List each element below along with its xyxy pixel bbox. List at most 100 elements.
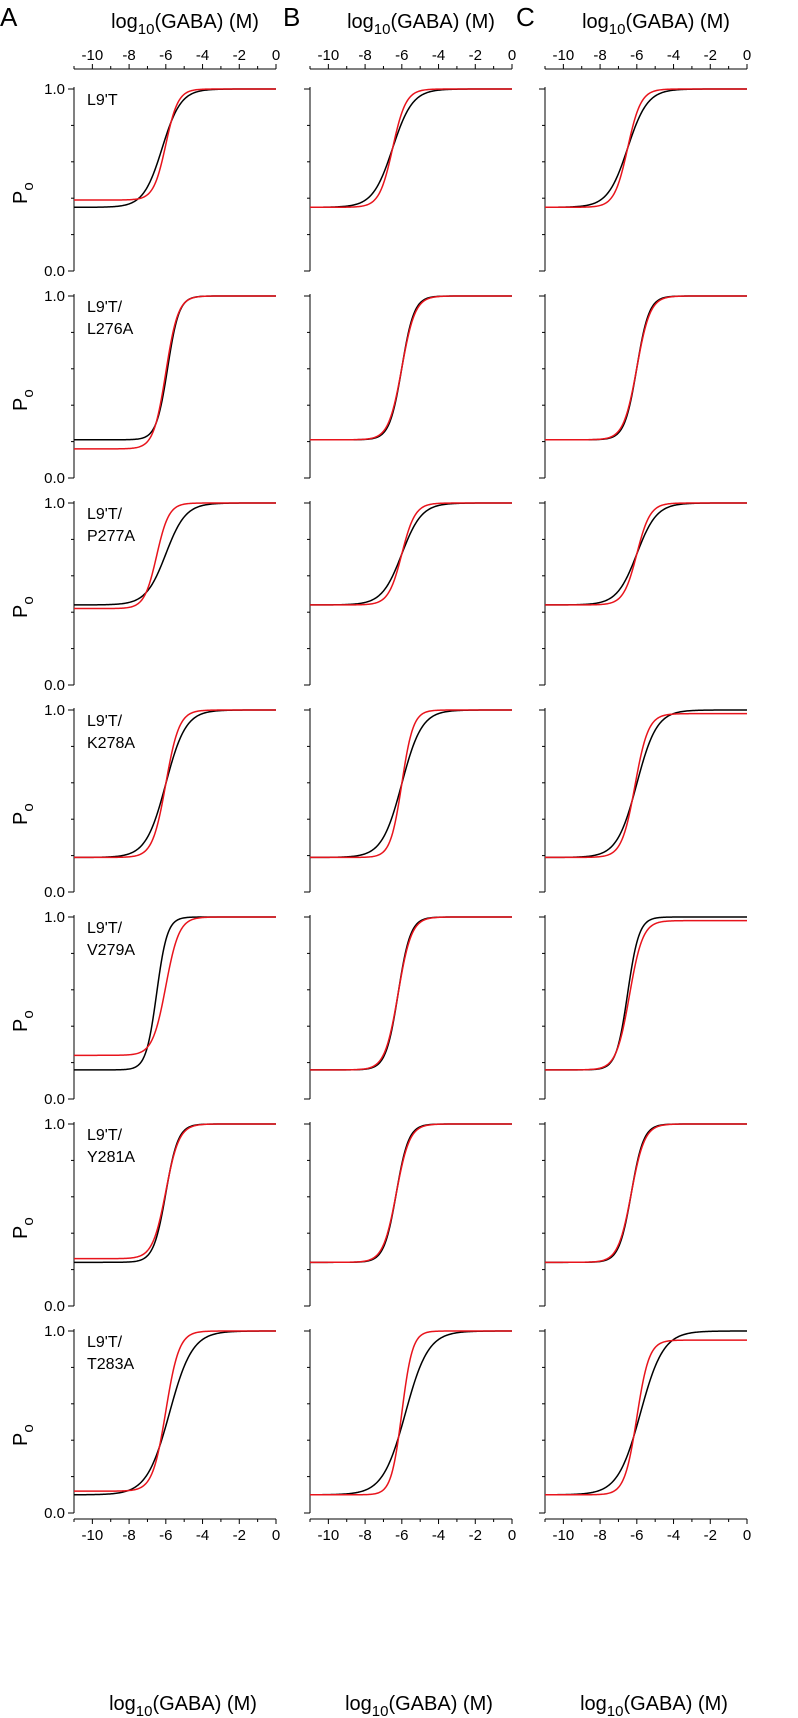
panel-row0-col-b: -10 -8 -6 -4 -2 0 — [304, 47, 516, 272]
y-tick-label-1: 1.0 — [44, 909, 65, 926]
y-axis-title-row-0: Po — [10, 182, 37, 204]
top-x-tick-label: -2 — [704, 47, 717, 64]
y-axis-title-row-5: Po — [10, 1217, 37, 1239]
mutant-label: L9'T/ — [87, 506, 123, 523]
y-tick-label-1: 1.0 — [44, 81, 65, 98]
bottom-x-tick-label: -8 — [593, 1527, 606, 1544]
y-axis-title-row-0-sub: o — [20, 182, 37, 190]
y-axis-title-row-5-sub: o — [20, 1217, 37, 1225]
bottom-x-tick-label: -10 — [318, 1527, 340, 1544]
top-axis-title-1-sub: 10 — [374, 21, 391, 38]
top-x-tick-label: -8 — [122, 47, 135, 64]
bottom-x-tick-label: -2 — [233, 1527, 246, 1544]
bottom-x-tick-label: -8 — [122, 1527, 135, 1544]
y-tick-label-1: 1.0 — [44, 702, 65, 719]
black-fit-curve — [545, 1330, 748, 1496]
red-fit-curve — [310, 295, 512, 441]
y-axis-title-row-2: Po — [10, 596, 37, 618]
top-x-tick-label: 0 — [508, 47, 516, 64]
red-fit-curve — [310, 709, 512, 859]
bottom-x-tick-label: -6 — [630, 1527, 643, 1544]
black-fit-curve — [545, 916, 747, 1071]
mutant-label: V279A — [87, 942, 135, 959]
panel-row2-col-b — [304, 501, 512, 686]
black-fit-curve — [545, 88, 747, 209]
top-x-tick-label: -6 — [395, 47, 408, 64]
red-fit-curve — [74, 916, 276, 1057]
bottom-axis-title-1-sub: 10 — [372, 1703, 389, 1718]
red-fit-curve — [310, 1123, 512, 1264]
top-x-tick-label: -10 — [318, 47, 340, 64]
y-tick-label-0: 0.0 — [44, 470, 65, 487]
bottom-axis-title-2-main: log — [580, 1693, 607, 1715]
panel-row1-col-c — [539, 294, 747, 479]
red-fit-curve — [74, 502, 276, 610]
mutant-label: L9'T — [87, 92, 118, 109]
red-fit-curve — [545, 1123, 747, 1264]
mutant-label: L9'T/ — [87, 713, 123, 730]
y-axis-title-row-1-main: P — [10, 398, 32, 411]
bottom-x-tick-label: -8 — [358, 1527, 371, 1544]
y-axis-title-row-2-sub: o — [20, 596, 37, 604]
panel-row0-col-c: -10 -8 -6 -4 -2 0 — [539, 47, 751, 272]
panel-row1-col-a: 1.0 0.0 L9'T/L276A — [44, 288, 276, 487]
panel-letter-a: A — [0, 2, 18, 32]
bottom-axis-title-1-main: log — [345, 1693, 372, 1715]
bottom-x-tick-label: -10 — [82, 1527, 104, 1544]
y-axis-title-row-2-main: P — [10, 605, 32, 618]
black-fit-curve — [310, 295, 512, 441]
panel-row3-col-a: 1.0 0.0 L9'T/K278A — [44, 702, 276, 901]
y-tick-label-1: 1.0 — [44, 1323, 65, 1340]
top-x-tick-label: 0 — [272, 47, 280, 64]
top-x-tick-label: -4 — [196, 47, 209, 64]
bottom-x-tick-label: -6 — [159, 1527, 172, 1544]
black-fit-curve — [310, 88, 512, 209]
top-x-tick-label: -4 — [432, 47, 445, 64]
black-fit-curve — [545, 502, 747, 606]
red-fit-curve — [310, 1330, 512, 1496]
top-axis-title-1-rest: (GABA) (M) — [390, 11, 494, 33]
bottom-x-tick-label: 0 — [508, 1527, 516, 1544]
top-x-tick-label: -2 — [469, 47, 482, 64]
panel-row6-col-c: -10 -8 -6 -4 -2 0 — [539, 1329, 751, 1544]
top-x-tick-label: -8 — [593, 47, 606, 64]
y-axis-title-row-4: Po — [10, 1010, 37, 1032]
bottom-axis-title-1: log10(GABA) (M) — [345, 1693, 493, 1718]
top-axis-title-0-sub: 10 — [138, 21, 155, 38]
top-axis-title-0-main: log — [111, 11, 138, 33]
mutant-label: K278A — [87, 735, 135, 752]
red-fit-curve — [74, 1123, 276, 1260]
panel-row2-col-c — [539, 501, 747, 686]
mutant-label: P277A — [87, 528, 135, 545]
y-tick-label-0: 0.0 — [44, 1298, 65, 1315]
top-axis-title-2: log10(GABA) (M) — [582, 11, 730, 38]
top-x-tick-label: -8 — [358, 47, 371, 64]
bottom-x-tick-label: -10 — [553, 1527, 575, 1544]
bottom-x-tick-label: 0 — [272, 1527, 280, 1544]
y-tick-label-0: 0.0 — [44, 1091, 65, 1108]
panel-row2-col-a: 1.0 0.0 L9'T/P277A — [44, 495, 276, 694]
bottom-x-tick-label: -4 — [667, 1527, 680, 1544]
panel-row3-col-b — [304, 708, 512, 893]
panel-row5-col-a: 1.0 0.0 L9'T/Y281A — [44, 1116, 276, 1315]
mutant-label: L9'T/ — [87, 299, 123, 316]
bottom-axis-title-0-main: log — [109, 1693, 136, 1715]
mutant-label: L276A — [87, 321, 134, 338]
bottom-axis-title-0-rest: (GABA) (M) — [152, 1693, 256, 1715]
top-x-tick-label: -10 — [553, 47, 575, 64]
y-tick-label-1: 1.0 — [44, 495, 65, 512]
top-x-tick-label: -10 — [82, 47, 104, 64]
y-axis-title-row-1: Po — [10, 389, 37, 411]
mutant-label: L9'T/ — [87, 1334, 123, 1351]
red-fit-curve — [545, 295, 747, 441]
panel-row0-col-a: 1.0 0.0 -10 -8 -6 -4 -2 0 L9'T — [44, 47, 280, 280]
y-tick-label-0: 0.0 — [44, 884, 65, 901]
mutant-label: L9'T/ — [87, 1127, 123, 1144]
bottom-x-tick-label: -4 — [196, 1527, 209, 1544]
red-fit-curve — [545, 88, 747, 209]
red-fit-curve — [74, 709, 276, 859]
black-fit-curve — [73, 709, 276, 859]
top-x-tick-label: -6 — [159, 47, 172, 64]
y-tick-label-1: 1.0 — [44, 1116, 65, 1133]
